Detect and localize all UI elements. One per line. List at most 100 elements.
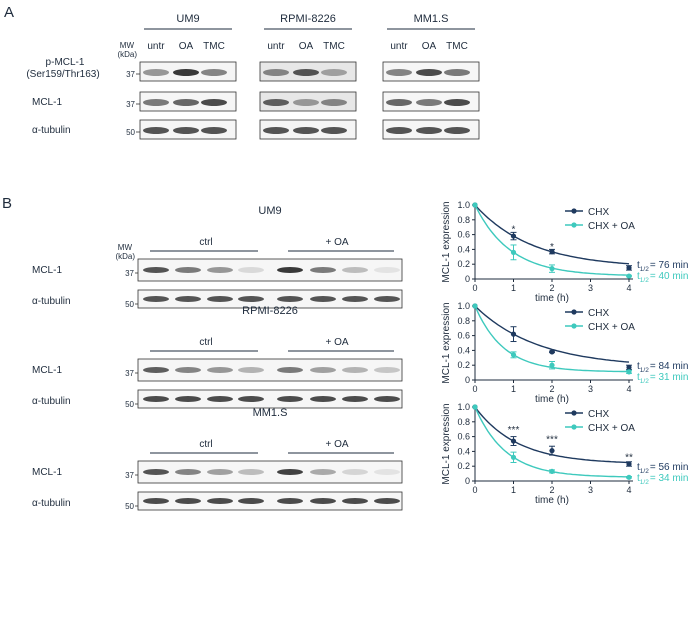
row-label: MCL-1 — [32, 97, 62, 108]
blot-band — [207, 498, 233, 504]
legend-label: CHX + OA — [588, 423, 635, 434]
x-axis-label: time (h) — [535, 495, 569, 506]
y-tick-label: 0.8 — [457, 316, 470, 326]
data-point — [549, 266, 555, 272]
blot-band — [143, 498, 169, 504]
decay-chart: 0 0.2 0.4 0.6 0.8 1.0 0 1 2 3 4 time (h) MCL-1 expre… — [441, 402, 688, 506]
blot-band — [277, 469, 303, 475]
data-point — [549, 468, 555, 474]
legend-label: CHX — [588, 207, 609, 218]
mw-marker: 50 — [126, 128, 135, 137]
mw-marker: 50 — [125, 502, 134, 511]
data-point — [510, 438, 517, 444]
lane-label: untr — [390, 41, 408, 52]
blot-band — [293, 127, 319, 134]
blot-band — [277, 267, 303, 273]
y-tick-label: 0.4 — [457, 244, 470, 254]
halflife-label: t1/2= 56 min — [637, 462, 688, 475]
blot-band — [321, 69, 347, 76]
group-label-oa: + OA — [325, 337, 348, 348]
data-point — [626, 474, 632, 480]
legend-label: CHX — [588, 308, 609, 319]
blot-band — [201, 127, 227, 134]
blot-band — [416, 127, 442, 134]
x-axis-label: time (h) — [535, 394, 569, 405]
halflife-label: t1/2= 34 min — [637, 473, 688, 486]
lane-label: OA — [299, 41, 314, 52]
legend-swatch-point — [571, 222, 577, 228]
blot-band — [374, 367, 400, 373]
significance-mark: ** — [625, 452, 633, 463]
blot-band — [342, 367, 368, 373]
y-axis-label: MCL-1 expression — [441, 302, 452, 383]
y-axis-label: MCL-1 expression — [441, 403, 452, 484]
lane-label: untr — [267, 41, 285, 52]
mw-label: MW — [118, 243, 133, 252]
x-tick-label: 1 — [511, 485, 516, 495]
y-tick-label: 0.2 — [457, 360, 470, 370]
blot-band — [277, 396, 303, 402]
row-label-sub: (Ser159/Thr163) — [26, 69, 99, 80]
panel-label-a: A — [4, 4, 14, 21]
legend-label: CHX + OA — [588, 221, 635, 232]
halflife-label: t1/2= 31 min — [637, 372, 688, 385]
mw-label: MW — [120, 41, 135, 50]
blot-band — [173, 69, 199, 76]
data-point — [472, 202, 478, 208]
blot-band — [277, 296, 303, 302]
y-tick-label: 0.4 — [457, 446, 470, 456]
blot-band — [263, 127, 289, 134]
y-tick-label: 1.0 — [457, 301, 470, 311]
data-point — [549, 349, 555, 355]
x-tick-label: 4 — [626, 485, 631, 495]
blot-band — [143, 69, 169, 76]
x-tick-label: 4 — [626, 384, 631, 394]
data-point — [626, 273, 632, 279]
cell-line-label: UM9 — [176, 13, 199, 25]
y-axis-label: MCL-1 expression — [441, 201, 452, 282]
blot-band — [175, 498, 201, 504]
x-tick-label: 3 — [588, 384, 593, 394]
blot-band — [310, 267, 336, 273]
data-point — [472, 404, 478, 410]
blot-band — [310, 396, 336, 402]
blot-band — [386, 99, 412, 106]
blot-strip — [137, 358, 403, 382]
blot-title: RPMI-8226 — [242, 305, 298, 317]
blot-band — [175, 296, 201, 302]
legend-swatch-point — [571, 208, 577, 214]
blot-band — [207, 469, 233, 475]
blot-band — [277, 367, 303, 373]
blot-band — [374, 296, 400, 302]
lane-label: TMC — [323, 41, 345, 52]
halflife-label: t1/2= 84 min — [637, 361, 688, 374]
y-tick-label: 1.0 — [457, 402, 470, 412]
significance-mark: *** — [508, 425, 520, 436]
y-tick-label: 0.6 — [457, 432, 470, 442]
x-tick-label: 3 — [588, 485, 593, 495]
halflife-label: t1/2= 76 min — [637, 260, 688, 273]
blot-band — [342, 498, 368, 504]
mw-marker: 37 — [125, 471, 134, 480]
y-tick-label: 0.8 — [457, 215, 470, 225]
data-point — [626, 364, 632, 371]
blot-band — [342, 267, 368, 273]
blot-band — [143, 99, 169, 106]
blot-band — [444, 99, 470, 106]
blot-title: MM1.S — [253, 407, 288, 419]
data-point — [472, 303, 478, 309]
blot-band — [263, 99, 289, 106]
decay-chart: 0 0.2 0.4 0.6 0.8 1.0 0 1 2 3 4 time (h) MCL-1 expre… — [441, 200, 688, 304]
blot-band — [207, 296, 233, 302]
data-point — [626, 265, 632, 271]
x-tick-label: 0 — [472, 485, 477, 495]
y-tick-label: 0.6 — [457, 230, 470, 240]
significance-mark: * — [550, 242, 554, 253]
mw-marker: 50 — [125, 400, 134, 409]
blot-band — [374, 267, 400, 273]
lane-label: OA — [179, 41, 194, 52]
lane-label: TMC — [203, 41, 225, 52]
blot-strip — [137, 389, 403, 409]
